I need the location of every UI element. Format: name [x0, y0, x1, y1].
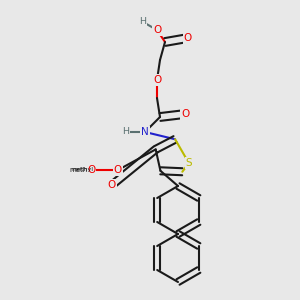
- Text: O: O: [153, 75, 161, 85]
- Text: O: O: [108, 180, 116, 190]
- Text: O: O: [153, 25, 161, 35]
- Text: O: O: [181, 109, 189, 119]
- Text: O: O: [87, 165, 95, 175]
- Text: H: H: [140, 17, 146, 26]
- Text: methyl: methyl: [71, 167, 93, 172]
- Text: H: H: [122, 128, 130, 136]
- Text: methyl: methyl: [69, 167, 94, 173]
- Text: O: O: [184, 33, 192, 43]
- Text: N: N: [141, 127, 149, 137]
- Text: S: S: [186, 158, 192, 168]
- Text: O: O: [114, 165, 122, 175]
